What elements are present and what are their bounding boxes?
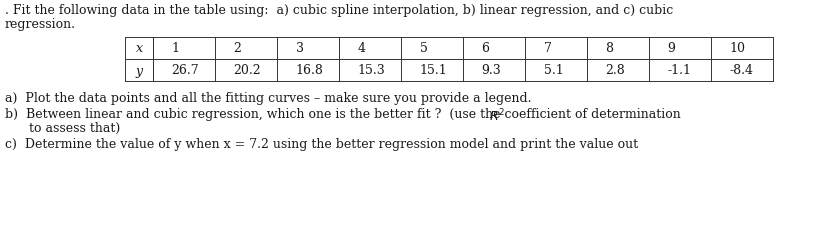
Text: 4: 4 — [357, 42, 366, 55]
Text: 3: 3 — [296, 42, 303, 55]
Text: 8: 8 — [606, 42, 614, 55]
Text: a)  Plot the data points and all the fitting curves – make sure you provide a le: a) Plot the data points and all the fitt… — [5, 92, 531, 104]
Text: 20.2: 20.2 — [233, 64, 262, 77]
Text: b)  Between linear and cubic regression, which one is the better fit ?  (use the: b) Between linear and cubic regression, … — [5, 108, 685, 120]
Text: 1: 1 — [172, 42, 180, 55]
Text: 10: 10 — [730, 42, 746, 55]
Text: y: y — [136, 64, 142, 77]
Text: $R^2$: $R^2$ — [489, 108, 505, 124]
Text: . Fit the following data in the table using:  a) cubic spline interpolation, b) : . Fit the following data in the table us… — [5, 4, 673, 17]
Text: -8.4: -8.4 — [730, 64, 754, 77]
Text: 5.1: 5.1 — [544, 64, 563, 77]
Text: c)  Determine the value of y when x = 7.2 using the better regression model and : c) Determine the value of y when x = 7.2… — [5, 138, 638, 150]
Text: 26.7: 26.7 — [172, 64, 199, 77]
Text: 6: 6 — [481, 42, 490, 55]
Text: 9: 9 — [667, 42, 676, 55]
Text: to assess that): to assess that) — [5, 122, 120, 134]
Text: x: x — [136, 42, 142, 55]
Text: -1.1: -1.1 — [667, 64, 691, 77]
Text: 16.8: 16.8 — [296, 64, 323, 77]
Text: 15.3: 15.3 — [357, 64, 386, 77]
Text: regression.: regression. — [5, 18, 76, 31]
Text: 7: 7 — [544, 42, 551, 55]
Text: 2: 2 — [233, 42, 242, 55]
Text: 9.3: 9.3 — [481, 64, 501, 77]
Text: 2.8: 2.8 — [606, 64, 626, 77]
Text: 5: 5 — [420, 42, 427, 55]
Text: 15.1: 15.1 — [420, 64, 447, 77]
